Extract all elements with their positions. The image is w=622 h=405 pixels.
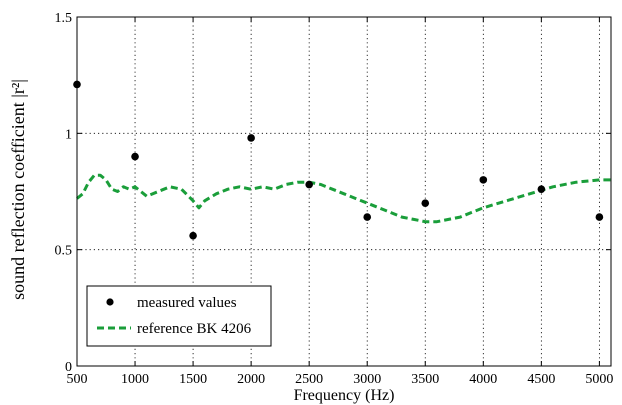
legend-label-reference-bk-4206: reference BK 4206 bbox=[137, 321, 252, 337]
series-line-reference-bk-4206 bbox=[76, 173, 611, 224]
data-point-measured-values bbox=[363, 213, 372, 221]
data-point-measured-values bbox=[595, 213, 604, 221]
x-tick-label: 4000 bbox=[469, 372, 497, 387]
legend-marker-measured-values bbox=[106, 298, 114, 306]
data-point-measured-values bbox=[131, 152, 139, 161]
y-tick-label: 1.5 bbox=[55, 11, 73, 26]
data-point-measured-values bbox=[537, 185, 546, 193]
x-tick-label: 4500 bbox=[527, 372, 555, 387]
data-point-measured-values bbox=[479, 176, 488, 184]
plot-frame bbox=[76, 16, 612, 367]
y-tick-label: 1 bbox=[65, 127, 72, 142]
legend: measured values reference BK 4206 bbox=[86, 285, 272, 347]
x-tick-label: 2000 bbox=[237, 372, 265, 387]
data-point-measured-values bbox=[421, 199, 430, 207]
data-point-measured-values bbox=[189, 231, 197, 240]
series-layer bbox=[73, 80, 611, 240]
x-tick-label: 1500 bbox=[179, 372, 207, 387]
legend-label-measured-values: measured values bbox=[137, 295, 237, 311]
legend-box bbox=[86, 285, 272, 347]
x-tick-label: 500 bbox=[67, 372, 88, 387]
x-tick-label: 3500 bbox=[411, 372, 439, 387]
data-point-measured-values bbox=[247, 134, 255, 142]
x-axis-label: Frequency (Hz) bbox=[294, 387, 395, 404]
x-tick-label: 2500 bbox=[295, 372, 323, 387]
ticks: 500 1000 1500 2000 2500 3000 3500 4000 4500 5000 0… bbox=[55, 11, 614, 387]
y-tick-label: 0 bbox=[65, 360, 72, 375]
y-tick-label: 0.5 bbox=[55, 244, 73, 259]
y-axis-label: sound reflection coefficient |r²| bbox=[8, 79, 28, 300]
x-tick-label: 3000 bbox=[353, 372, 381, 387]
x-tick-label: 5000 bbox=[585, 372, 613, 387]
x-tick-label: 1000 bbox=[121, 372, 149, 387]
data-point-measured-values bbox=[305, 180, 313, 189]
